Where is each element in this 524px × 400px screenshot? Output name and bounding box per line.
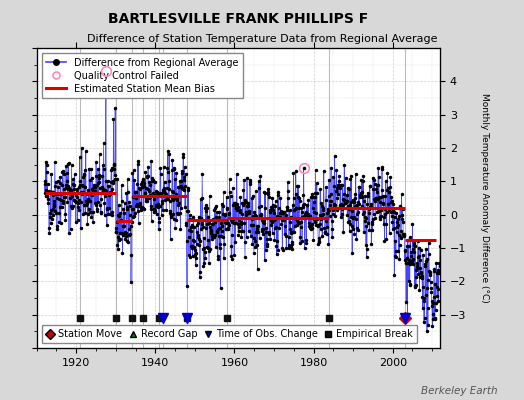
Y-axis label: Monthly Temperature Anomaly Difference (°C): Monthly Temperature Anomaly Difference (… xyxy=(481,93,489,303)
Text: Difference of Station Temperature Data from Regional Average: Difference of Station Temperature Data f… xyxy=(87,34,437,44)
Title: BARTLESVILLE FRANK PHILLIPS F: BARTLESVILLE FRANK PHILLIPS F xyxy=(108,12,368,26)
Text: Berkeley Earth: Berkeley Earth xyxy=(421,386,498,396)
Legend: Station Move, Record Gap, Time of Obs. Change, Empirical Break: Station Move, Record Gap, Time of Obs. C… xyxy=(41,325,417,343)
